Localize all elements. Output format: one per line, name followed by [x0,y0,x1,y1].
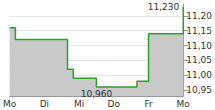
svg-text:11,10: 11,10 [186,41,212,51]
svg-text:10,960: 10,960 [81,89,113,99]
svg-text:Mi: Mi [74,99,84,109]
svg-text:11,20: 11,20 [186,11,212,21]
svg-text:11,00: 11,00 [186,70,212,80]
svg-text:Fr: Fr [144,99,153,109]
svg-text:11,230: 11,230 [148,2,180,12]
svg-text:Mo: Mo [177,99,191,109]
svg-text:10,95: 10,95 [186,85,212,95]
svg-text:Mo: Mo [3,99,17,109]
svg-text:Do: Do [108,99,121,109]
svg-text:11,05: 11,05 [186,55,212,65]
svg-text:Di: Di [40,99,49,109]
svg-text:11,15: 11,15 [186,26,212,36]
